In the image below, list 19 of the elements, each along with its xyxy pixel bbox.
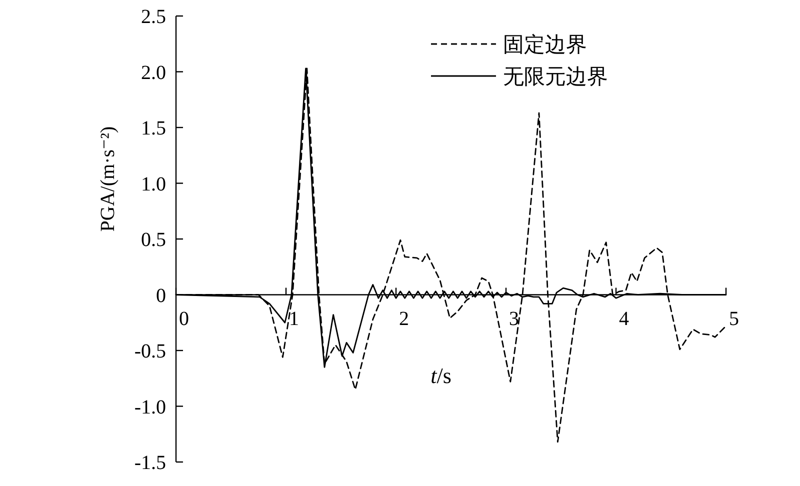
x-tick-label: 3 xyxy=(509,308,519,330)
y-axis-title: PGA/(m·s⁻²) xyxy=(97,126,119,232)
x-tick-label: 5 xyxy=(729,308,739,330)
y-tick-label: 1.5 xyxy=(141,118,166,140)
y-tick-label: -1.0 xyxy=(134,396,166,418)
x-tick-label: 2 xyxy=(399,308,409,330)
y-tick-label: 2.0 xyxy=(141,62,166,84)
y-tick-label: 0.5 xyxy=(141,229,166,251)
x-tick-label: 4 xyxy=(619,308,629,330)
y-tick-label: 2.5 xyxy=(141,6,166,28)
y-tick-label: -0.5 xyxy=(134,340,166,362)
legend-label: 固定边界 xyxy=(503,32,587,56)
y-tick-label: -1.5 xyxy=(134,452,166,474)
y-tick-label: 1.0 xyxy=(141,173,166,196)
x-tick-label: 0 xyxy=(179,308,189,330)
legend-label: 无限元边界 xyxy=(503,64,608,88)
y-tick-label: 0 xyxy=(156,284,166,307)
x-tick-label: 1 xyxy=(289,308,299,330)
x-axis-title: t/s xyxy=(430,362,452,388)
